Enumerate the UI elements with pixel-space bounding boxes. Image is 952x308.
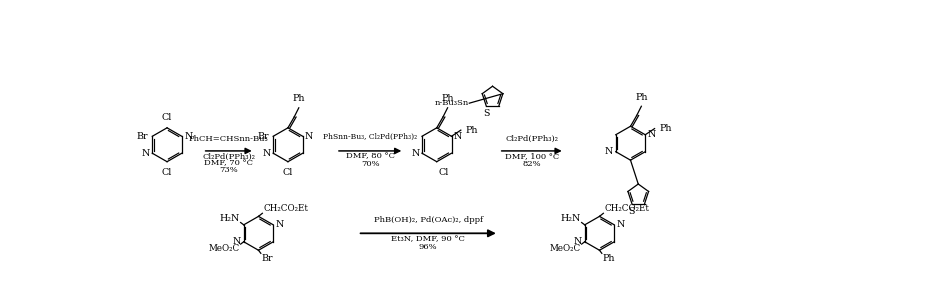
Text: 82%: 82% bbox=[523, 160, 541, 168]
Text: N: N bbox=[605, 147, 613, 156]
Text: DMF, 80 °C: DMF, 80 °C bbox=[346, 152, 394, 160]
Text: Ph: Ph bbox=[659, 124, 672, 133]
Text: Br: Br bbox=[262, 254, 273, 263]
Text: Ph: Ph bbox=[466, 126, 478, 135]
Text: H₂N: H₂N bbox=[561, 213, 581, 222]
Text: N: N bbox=[647, 130, 656, 139]
Text: N: N bbox=[263, 149, 271, 158]
Text: DMF, 100 °C: DMF, 100 °C bbox=[505, 152, 559, 160]
Text: Cl₂Pd(PPh₃)₂: Cl₂Pd(PPh₃)₂ bbox=[506, 135, 558, 143]
Text: N: N bbox=[574, 237, 583, 246]
Text: N: N bbox=[233, 237, 242, 246]
Text: CH₂CO₂Et: CH₂CO₂Et bbox=[263, 204, 308, 213]
Text: Cl: Cl bbox=[162, 168, 172, 177]
Text: N: N bbox=[184, 132, 192, 141]
Text: Ph: Ph bbox=[292, 94, 305, 103]
Text: 70%: 70% bbox=[361, 160, 380, 168]
Text: PhSnn-Bu₃, Cl₂Pd(PPh₃)₂: PhSnn-Bu₃, Cl₂Pd(PPh₃)₂ bbox=[323, 133, 417, 141]
Text: N: N bbox=[411, 149, 420, 158]
Text: Cl: Cl bbox=[283, 168, 293, 177]
Text: Br: Br bbox=[258, 132, 269, 141]
Text: S: S bbox=[628, 207, 635, 216]
Text: Ph: Ph bbox=[603, 254, 615, 263]
Text: N: N bbox=[617, 220, 625, 229]
Text: 96%: 96% bbox=[419, 243, 438, 250]
Text: PhCH=CHSnn-Bu₃: PhCH=CHSnn-Bu₃ bbox=[188, 135, 268, 143]
Text: N: N bbox=[305, 132, 313, 141]
Text: Ph: Ph bbox=[635, 93, 647, 102]
Text: DMF, 70 °C: DMF, 70 °C bbox=[204, 159, 253, 167]
Text: MeO₂C: MeO₂C bbox=[549, 244, 581, 253]
Text: n-Bu₃Sn: n-Bu₃Sn bbox=[435, 99, 469, 107]
Text: S: S bbox=[483, 109, 489, 118]
Text: N: N bbox=[454, 132, 463, 141]
Text: Cl₂Pd(PPh₃)₂: Cl₂Pd(PPh₃)₂ bbox=[202, 152, 255, 160]
Text: Et₃N, DMF, 90 °C: Et₃N, DMF, 90 °C bbox=[391, 235, 466, 243]
Text: CH₂CO₂Et: CH₂CO₂Et bbox=[605, 204, 649, 213]
Text: 73%: 73% bbox=[219, 166, 238, 174]
Text: N: N bbox=[275, 220, 284, 229]
Text: H₂N: H₂N bbox=[220, 213, 240, 222]
Text: PhB(OH)₂, Pd(OAc)₂, dppf: PhB(OH)₂, Pd(OAc)₂, dppf bbox=[374, 216, 483, 224]
Text: Cl: Cl bbox=[438, 168, 448, 177]
Text: Br: Br bbox=[137, 132, 149, 141]
Text: Cl: Cl bbox=[162, 113, 172, 122]
Text: MeO₂C: MeO₂C bbox=[208, 244, 240, 253]
Text: Ph: Ph bbox=[442, 94, 454, 103]
Text: N: N bbox=[142, 149, 150, 158]
